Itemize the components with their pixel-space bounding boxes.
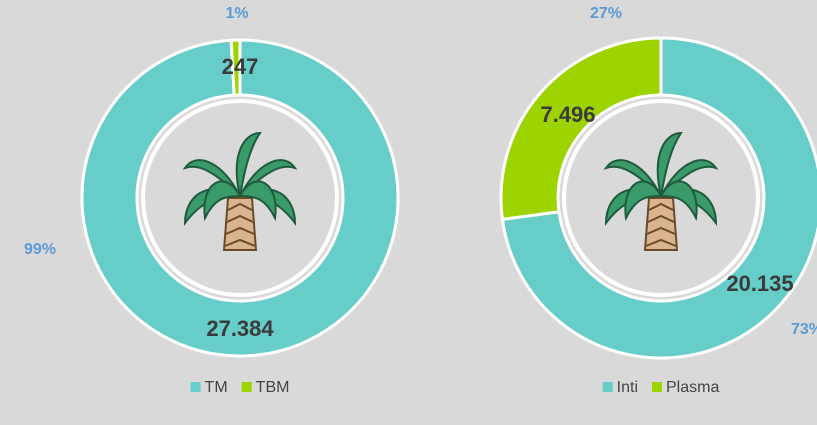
legend-swatch bbox=[652, 382, 662, 392]
value-label: 7.496 bbox=[540, 102, 595, 127]
percent-label: 27% bbox=[590, 5, 622, 22]
legend-swatch bbox=[603, 382, 613, 392]
legend-label: Inti bbox=[617, 379, 638, 396]
chart-2: 20.135 73% 7.496 27% Inti Plasma bbox=[501, 5, 817, 396]
percent-label: 1% bbox=[225, 5, 248, 22]
percent-label: 73% bbox=[791, 321, 817, 338]
value-label: 20.135 bbox=[726, 271, 793, 296]
legend: TM TBM bbox=[191, 379, 290, 396]
legend-label: TM bbox=[205, 379, 228, 396]
value-label: 247 bbox=[222, 54, 259, 79]
legend: Inti Plasma bbox=[603, 379, 720, 396]
legend-label: Plasma bbox=[666, 379, 719, 396]
percent-label: 99% bbox=[24, 241, 56, 258]
chart-1: 27.384 99% 247 1% TM TBM bbox=[24, 5, 398, 396]
legend-label: TBM bbox=[256, 379, 290, 396]
page: 27.384 99% 247 1% TM TBM 20.135 73% 7.496 27% Int… bbox=[0, 0, 817, 425]
legend-swatch bbox=[191, 382, 201, 392]
legend-swatch bbox=[242, 382, 252, 392]
value-label: 27.384 bbox=[206, 316, 274, 341]
